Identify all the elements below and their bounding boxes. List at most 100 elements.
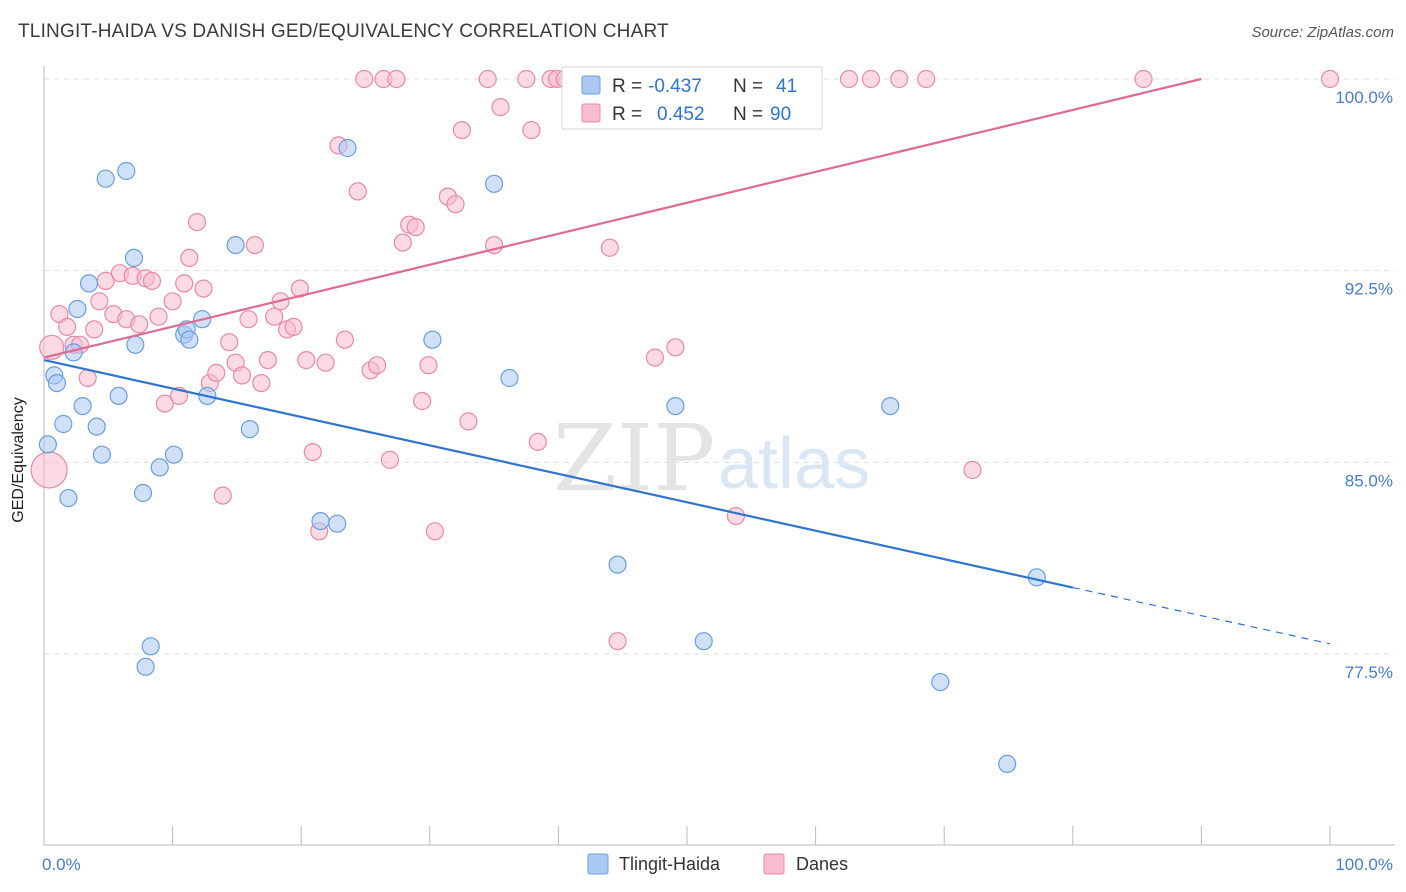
tlingit-haida-point [124, 248, 144, 267]
tlingit-haida-point [59, 489, 78, 508]
danes-point [316, 353, 335, 372]
tlingit-haida-point [133, 483, 153, 503]
y-tick-label: 92.5% [1345, 280, 1393, 299]
tlingit-haida-point [96, 169, 115, 188]
tlingit-haida-point [423, 330, 442, 349]
series-legend-swatch-tlingit-haida [587, 853, 609, 875]
danes-point [452, 121, 471, 140]
danes-point [90, 292, 109, 311]
danes-trend-line [43, 77, 1202, 359]
danes-point [600, 238, 619, 257]
tlingit-haida-point [240, 420, 259, 439]
danes-point [459, 412, 478, 431]
danes-point [491, 97, 510, 117]
danes-point [645, 348, 665, 367]
danes-point [85, 320, 104, 339]
danes-point [194, 279, 213, 298]
danes-point [387, 69, 406, 89]
danes-point [368, 356, 387, 375]
danes-point [890, 69, 909, 89]
danes-point [187, 213, 207, 232]
tlingit-haida-point [164, 445, 183, 464]
stats-legend-box [561, 66, 823, 130]
watermark: ZIP atlas [553, 405, 870, 512]
x-tick-label: 0.0% [42, 855, 81, 874]
danes-point [297, 351, 316, 370]
danes-point [284, 317, 303, 336]
danes-point [149, 307, 168, 326]
danes-point [917, 69, 936, 89]
series-legend-label-danes: Danes [796, 854, 848, 874]
danes-point [406, 218, 425, 237]
danes-point [258, 351, 277, 370]
danes-point [232, 366, 252, 385]
y-tick-label: 85.0% [1345, 471, 1393, 490]
danes-point [522, 121, 541, 140]
danes-point [30, 451, 68, 489]
danes-point [303, 443, 322, 462]
danes-point [57, 317, 77, 336]
tlingit-haida-point [338, 138, 357, 158]
legend-n-value-1: 41 [776, 76, 797, 97]
tlingit-haida-point [150, 458, 169, 477]
source-credit: Source: ZipAtlas.com [1251, 24, 1394, 41]
danes-point [478, 69, 497, 89]
danes-point [163, 292, 182, 311]
tlingit-haida-point [68, 299, 87, 319]
tlingit-haida-point [79, 274, 99, 293]
tlingit-haida-point [117, 161, 136, 181]
trend-lines [43, 77, 1331, 645]
danes-point [446, 195, 465, 214]
legend-n-label-1: N = [733, 76, 763, 97]
tlingit-haida-point [694, 632, 713, 651]
danes-point [335, 330, 354, 349]
chart-title: TLINGIT-HAIDA VS DANISH GED/EQUIVALENCY … [18, 21, 669, 42]
tlingit-haida-point [311, 511, 330, 531]
tlingit-haida-trend-line [43, 359, 1074, 589]
legend-r-value-1: -0.437 [648, 76, 702, 97]
tlingit-haida-point [109, 386, 128, 405]
legend-r-value-2: 0.452 [657, 104, 705, 125]
legend-r-label-2: R = [612, 104, 642, 125]
tlingit-haida-point [92, 445, 112, 464]
danes-point [666, 338, 685, 357]
danes-point [1320, 69, 1340, 89]
legend-n-label-2: N = [733, 104, 763, 125]
danes-point [380, 450, 399, 469]
tlingit-haida-point [136, 657, 155, 676]
tlingit-haida-point [47, 374, 67, 393]
danes-point [528, 432, 547, 451]
danes-point [355, 69, 374, 89]
tlingit-haida-point [881, 397, 900, 416]
tlingit-haida-points [38, 138, 1046, 774]
grid-layer [44, 78, 1395, 655]
danes-point [413, 391, 432, 411]
legend-swatch-blue [581, 75, 601, 95]
legend-swatch-pink [581, 103, 601, 123]
danes-point [861, 69, 881, 89]
tlingit-haida-point [38, 435, 58, 454]
watermark-atlas: atlas [718, 424, 870, 504]
danes-point [180, 248, 199, 267]
danes-point [239, 310, 258, 329]
tlingit-haida-trend-extension [1072, 586, 1331, 645]
danes-point [155, 394, 174, 413]
tlingit-haida-point [485, 174, 504, 193]
series-legend: Tlingit-Haida Danes [587, 853, 848, 875]
tlingit-haida-point [608, 555, 627, 574]
danes-point [608, 632, 627, 651]
tlingit-haida-point [126, 335, 145, 354]
danes-point [265, 307, 284, 326]
y-tick-label: 100.0% [1335, 88, 1393, 107]
tlingit-haida-point [226, 236, 245, 255]
danes-point [517, 69, 536, 89]
tlingit-haida-point [931, 672, 950, 692]
tlingit-haida-point [87, 417, 106, 436]
series-legend-swatch-danes [763, 853, 785, 875]
danes-point [290, 279, 309, 298]
danes-point [839, 69, 859, 89]
danes-point [213, 486, 232, 505]
tlingit-haida-point [998, 754, 1017, 774]
tlingit-haida-point [328, 514, 347, 533]
